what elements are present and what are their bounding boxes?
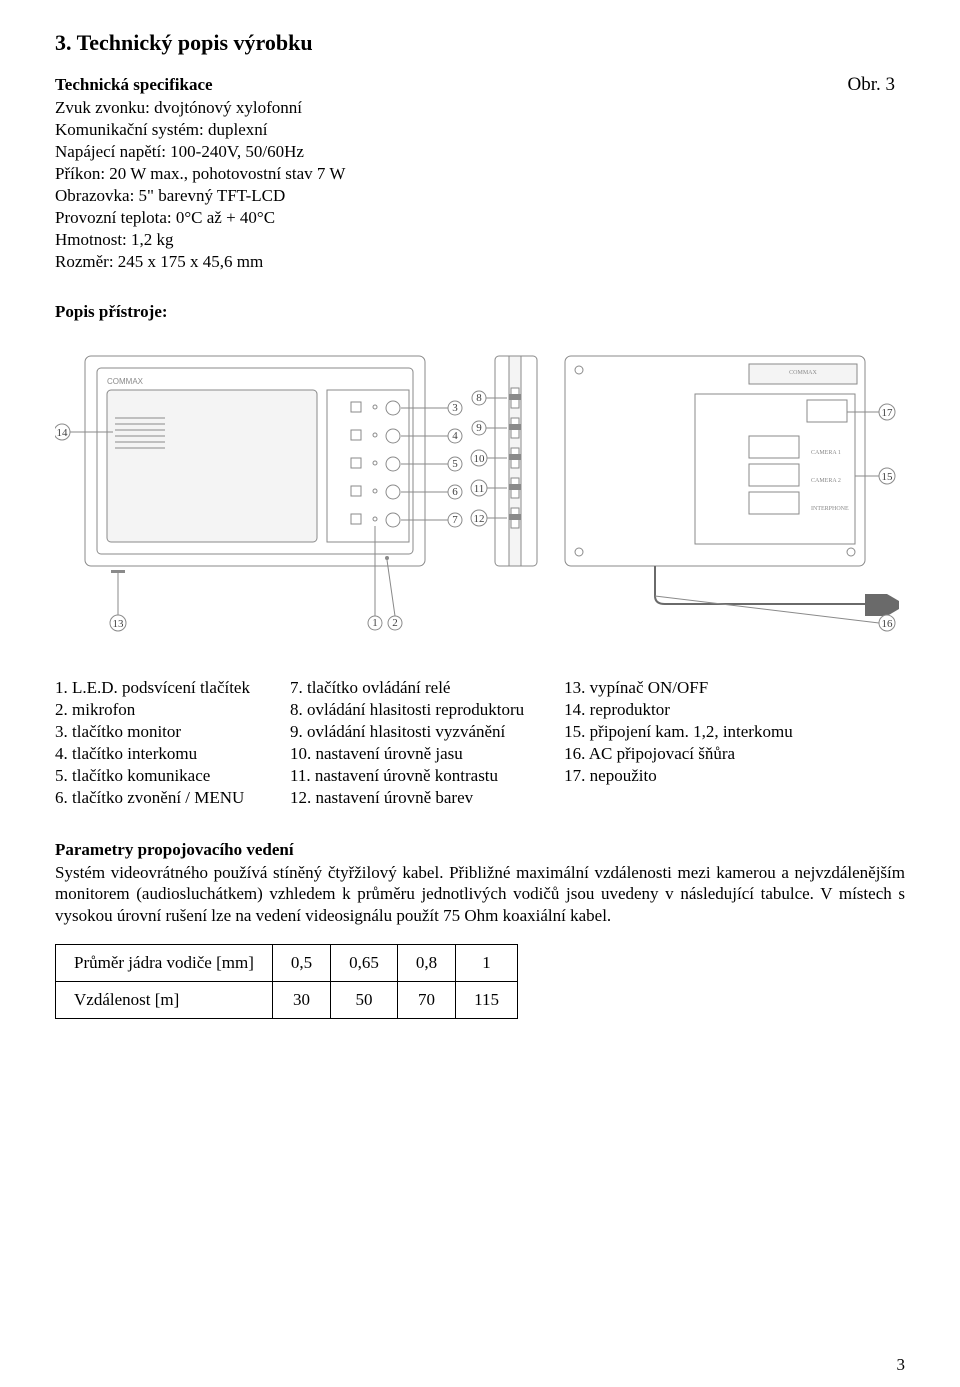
legend-item: 17. nepoužito (564, 766, 793, 786)
table-cell-label: Průměr jádra vodiče [mm] (56, 944, 273, 981)
param-text: Systém videovrátného používá stíněný čty… (55, 862, 905, 926)
legend-item: 4. tlačítko interkomu (55, 744, 250, 764)
spec-subtitle: Technická specifikace (55, 75, 213, 95)
page-number: 3 (897, 1355, 906, 1375)
svg-text:14: 14 (57, 427, 69, 439)
legend-item: 10. nastavení úrovně jasu (290, 744, 524, 764)
section-title: 3. Technický popis výrobku (55, 30, 905, 56)
legend-item: 8. ovládání hlasitosti reproduktoru (290, 700, 524, 720)
table-cell: 30 (272, 981, 330, 1018)
legend-item: 1. L.E.D. podsvícení tlačítek (55, 678, 250, 698)
table-row: Vzdálenost [m] 30 50 70 115 (56, 981, 518, 1018)
svg-text:6: 6 (452, 486, 458, 498)
svg-text:COMMAX: COMMAX (107, 377, 144, 386)
svg-text:5: 5 (452, 458, 458, 470)
legend-item: 11. nastavení úrovně kontrastu (290, 766, 524, 786)
legend-col-2: 7. tlačítko ovládání relé 8. ovládání hl… (290, 676, 524, 810)
table-cell: 0,65 (331, 944, 398, 981)
legend-item: 15. připojení kam. 1,2, interkomu (564, 722, 793, 742)
svg-text:CAMERA 2: CAMERA 2 (811, 478, 841, 484)
svg-text:15: 15 (882, 471, 894, 483)
svg-text:1: 1 (372, 617, 378, 629)
legend-item: 2. mikrofon (55, 700, 250, 720)
spec-line: Provozní teplota: 0°C až + 40°C (55, 208, 905, 228)
legend-item: 12. nastavení úrovně barev (290, 788, 524, 808)
svg-text:4: 4 (452, 430, 458, 442)
svg-text:13: 13 (113, 618, 125, 630)
param-title: Parametry propojovacího vedení (55, 840, 905, 860)
legend-item: 13. vypínač ON/OFF (564, 678, 793, 698)
table-cell-label: Vzdálenost [m] (56, 981, 273, 1018)
figure-label: Obr. 3 (848, 74, 906, 96)
device-diagram: COMMAX (55, 336, 905, 646)
spec-line: Příkon: 20 W max., pohotovostní stav 7 W (55, 164, 905, 184)
svg-text:INTERPHONE: INTERPHONE (811, 506, 849, 512)
table-cell: 50 (331, 981, 398, 1018)
spec-line: Zvuk zvonku: dvojtónový xylofonní (55, 98, 905, 118)
legend-item: 3. tlačítko monitor (55, 722, 250, 742)
spec-line: Rozměr: 245 x 175 x 45,6 mm (55, 252, 905, 272)
svg-text:12: 12 (474, 513, 485, 525)
table-cell: 70 (397, 981, 455, 1018)
svg-text:16: 16 (882, 618, 894, 630)
svg-text:COMMAX: COMMAX (789, 370, 817, 376)
svg-text:CAMERA 1: CAMERA 1 (811, 450, 841, 456)
svg-text:10: 10 (474, 453, 486, 465)
legend: 1. L.E.D. podsvícení tlačítek 2. mikrofo… (55, 676, 905, 810)
svg-text:17: 17 (882, 407, 894, 419)
page: 3. Technický popis výrobku Technická spe… (0, 0, 960, 1387)
spec-lines: Zvuk zvonku: dvojtónový xylofonní Komuni… (55, 98, 905, 272)
legend-item: 5. tlačítko komunikace (55, 766, 250, 786)
spec-line: Komunikační systém: duplexní (55, 120, 905, 140)
legend-item: 7. tlačítko ovládání relé (290, 678, 524, 698)
svg-text:9: 9 (476, 422, 482, 434)
popis-title: Popis přístroje: (55, 302, 905, 322)
spec-header-row: Technická specifikace Obr. 3 (55, 74, 905, 96)
spec-line: Napájecí napětí: 100-240V, 50/60Hz (55, 142, 905, 162)
legend-item: 16. AC připojovací šňůra (564, 744, 793, 764)
table-cell: 0,8 (397, 944, 455, 981)
table-cell: 115 (456, 981, 518, 1018)
spec-line: Hmotnost: 1,2 kg (55, 230, 905, 250)
svg-text:7: 7 (452, 514, 458, 526)
legend-item: 9. ovládání hlasitosti vyzvánění (290, 722, 524, 742)
svg-text:11: 11 (474, 483, 485, 495)
svg-text:3: 3 (452, 402, 458, 414)
legend-item: 6. tlačítko zvonění / MENU (55, 788, 250, 808)
legend-item: 14. reproduktor (564, 700, 793, 720)
table-cell: 0,5 (272, 944, 330, 981)
table-row: Průměr jádra vodiče [mm] 0,5 0,65 0,8 1 (56, 944, 518, 981)
table-cell: 1 (456, 944, 518, 981)
legend-col-1: 1. L.E.D. podsvícení tlačítek 2. mikrofo… (55, 676, 250, 810)
wire-table: Průměr jádra vodiče [mm] 0,5 0,65 0,8 1 … (55, 944, 518, 1019)
legend-col-3: 13. vypínač ON/OFF 14. reproduktor 15. p… (564, 676, 793, 810)
svg-text:8: 8 (476, 392, 482, 404)
svg-text:2: 2 (392, 617, 398, 629)
spec-line: Obrazovka: 5" barevný TFT-LCD (55, 186, 905, 206)
